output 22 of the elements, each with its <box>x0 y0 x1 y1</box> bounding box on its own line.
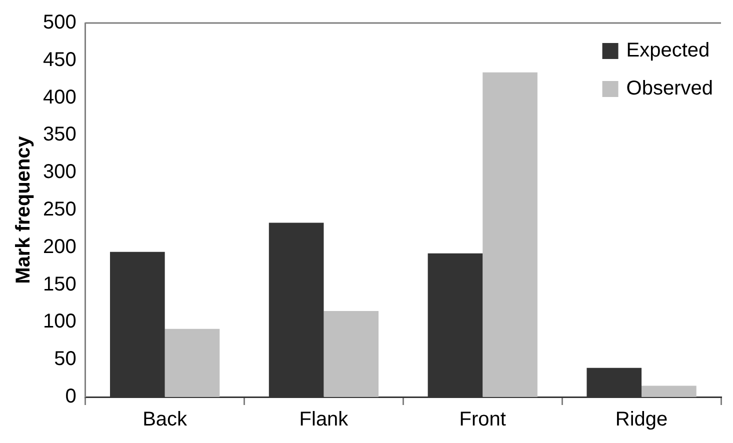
y-tick-label: 0 <box>65 386 76 408</box>
y-tick-label: 50 <box>54 348 76 370</box>
y-tick-label: 100 <box>42 310 76 333</box>
legend-label: Expected <box>626 40 710 62</box>
y-tick-label: 400 <box>42 86 76 108</box>
bar <box>324 310 379 397</box>
y-tick-label: 200 <box>42 236 76 258</box>
x-tick-label: Front <box>459 408 506 431</box>
y-tick-label: 350 <box>42 124 76 146</box>
y-tick-label: 300 <box>42 161 76 184</box>
y-tick-label: 150 <box>42 273 76 296</box>
y-axis-title: Mark frequency <box>12 135 35 284</box>
x-tick-label: Back <box>142 408 188 431</box>
bar <box>164 328 220 397</box>
bar <box>642 386 696 397</box>
bar <box>482 72 538 397</box>
y-tick-label: 250 <box>42 198 76 221</box>
y-tick-label: 500 <box>42 12 76 34</box>
y-tick-label: 450 <box>42 48 76 71</box>
x-tick-label: Ridge <box>615 408 668 431</box>
legend-label: Observed <box>626 78 714 100</box>
x-tick-label: Flank <box>299 408 350 431</box>
